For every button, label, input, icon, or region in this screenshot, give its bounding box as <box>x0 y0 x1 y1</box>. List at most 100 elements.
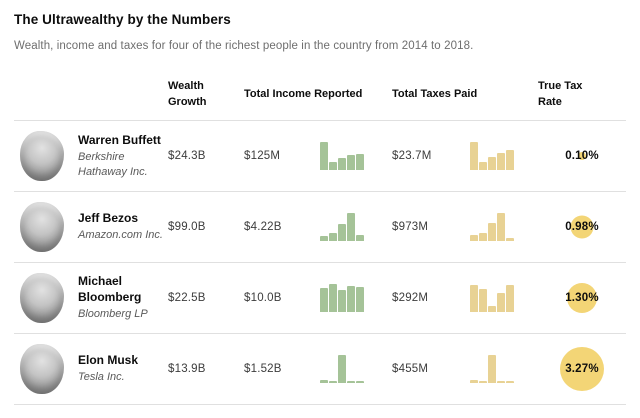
year-bar <box>347 380 355 383</box>
year-bar <box>338 354 346 383</box>
year-bar <box>347 154 355 170</box>
true-tax-rate-cell: 0.98% <box>538 201 626 253</box>
year-bar <box>497 292 505 312</box>
year-bar <box>470 234 478 241</box>
wealth-growth-value: $24.3B <box>168 149 206 162</box>
table-row-michael-bloomberg: Michael Bloomberg Bloomberg LP $22.5B $1… <box>14 263 626 334</box>
year-bar <box>488 156 496 170</box>
portrait-cell <box>14 130 78 181</box>
total-taxes-value: $973M <box>392 220 429 233</box>
year-bar <box>320 141 328 170</box>
year-bar <box>320 235 328 241</box>
income-chart-cell <box>316 212 392 241</box>
column-header-total-income-reported: Total Income Reported <box>244 87 363 100</box>
year-bar <box>506 284 514 312</box>
table-row-elon-musk: Elon Musk Tesla Inc. $13.9B $1.52B $455M… <box>14 334 626 405</box>
income-chart-cell <box>316 141 392 170</box>
portrait-cell <box>14 343 78 394</box>
year-bar <box>320 287 328 312</box>
year-bar <box>506 237 514 241</box>
true-tax-rate-cell: 3.27% <box>538 343 626 395</box>
true-tax-rate-cell: 0.10% <box>538 130 626 182</box>
wealth-growth-value: $13.9B <box>168 362 206 375</box>
year-bar <box>470 379 478 383</box>
person-name: Warren Buffett <box>78 132 161 147</box>
income-chart-cell <box>316 354 392 383</box>
year-bar <box>497 212 505 241</box>
taxes-by-year-bar-chart <box>470 284 516 312</box>
year-bar <box>356 234 364 241</box>
taxes-by-year-bar-chart <box>470 212 516 241</box>
year-bar <box>338 289 346 312</box>
tax-rate-circle <box>578 151 586 160</box>
portrait-jeff-bezos-photo <box>20 201 64 252</box>
total-taxes-value: $455M <box>392 362 429 375</box>
year-bar <box>479 161 487 170</box>
year-bar <box>488 222 496 241</box>
year-bar <box>470 284 478 312</box>
person-company: Amazon.com Inc. <box>78 229 163 242</box>
year-bar <box>356 286 364 312</box>
taxes-chart-cell <box>466 141 538 170</box>
total-income-value: $1.52B <box>244 362 282 375</box>
taxes-by-year-bar-chart <box>470 354 516 383</box>
person-cell: Michael Bloomberg Bloomberg LP <box>78 274 168 322</box>
year-bar <box>506 149 514 170</box>
true-tax-rate-value: 1.30% <box>565 291 599 304</box>
column-header-wealth-growth: Wealth Growth <box>168 80 207 108</box>
true-tax-rate-value: 0.10% <box>565 149 599 162</box>
person-company: Bloomberg LP <box>78 308 148 321</box>
table-body: Warren Buffett Berkshire Hathaway Inc. $… <box>14 121 626 405</box>
portrait-michael-bloomberg-photo <box>20 272 64 323</box>
total-income-value: $10.0B <box>244 291 282 304</box>
income-by-year-bar-chart <box>320 141 366 170</box>
table-header: Wealth Growth Total Income Reported Tota… <box>14 79 626 121</box>
person-name: Elon Musk <box>78 352 139 367</box>
total-taxes-value: $23.7M <box>392 149 432 162</box>
year-bar <box>479 288 487 312</box>
table-row-jeff-bezos: Jeff Bezos Amazon.com Inc. $99.0B $4.22B… <box>14 192 626 263</box>
person-cell: Warren Buffett Berkshire Hathaway Inc. <box>78 133 168 180</box>
portrait-cell <box>14 272 78 323</box>
year-bar <box>479 381 487 383</box>
page-title: The Ultrawealthy by the Numbers <box>14 12 231 27</box>
year-bar <box>320 379 328 383</box>
year-bar <box>329 161 337 170</box>
year-bar <box>338 157 346 170</box>
person-company: Tesla Inc. <box>78 371 125 384</box>
ultrawealthy-graphic: The Ultrawealthy by the Numbers Wealth, … <box>14 12 626 405</box>
page-subtitle: Wealth, income and taxes for four of the… <box>14 40 474 52</box>
table-row-warren-buffett: Warren Buffett Berkshire Hathaway Inc. $… <box>14 121 626 192</box>
wealth-growth-value: $22.5B <box>168 291 206 304</box>
person-name: Michael Bloomberg <box>78 274 142 304</box>
taxes-by-year-bar-chart <box>470 141 516 170</box>
true-tax-rate-value: 0.98% <box>565 220 599 233</box>
tax-rate-circle <box>567 282 597 313</box>
income-chart-cell <box>316 283 392 312</box>
year-bar <box>488 354 496 383</box>
tax-rate-circle <box>560 346 604 391</box>
year-bar <box>506 380 514 383</box>
portrait-elon-musk-photo <box>20 343 64 394</box>
tax-rate-circle <box>570 215 594 239</box>
year-bar <box>338 223 346 241</box>
year-bar <box>497 380 505 383</box>
income-by-year-bar-chart <box>320 354 366 383</box>
total-income-value: $4.22B <box>244 220 282 233</box>
taxes-chart-cell <box>466 284 538 312</box>
column-header-true-tax-rate: True Tax Rate <box>538 80 583 108</box>
income-by-year-bar-chart <box>320 283 366 312</box>
year-bar <box>329 381 337 383</box>
total-taxes-value: $292M <box>392 291 429 304</box>
column-header-total-taxes-paid: Total Taxes Paid <box>392 87 478 100</box>
year-bar <box>347 212 355 241</box>
year-bar <box>470 141 478 170</box>
person-cell: Jeff Bezos Amazon.com Inc. <box>78 211 168 243</box>
total-income-value: $125M <box>244 149 281 162</box>
true-tax-rate-cell: 1.30% <box>538 272 626 324</box>
year-bar <box>329 232 337 241</box>
person-company: Berkshire Hathaway Inc. <box>78 151 148 178</box>
person-cell: Elon Musk Tesla Inc. <box>78 353 168 385</box>
year-bar <box>356 153 364 170</box>
year-bar <box>347 285 355 312</box>
